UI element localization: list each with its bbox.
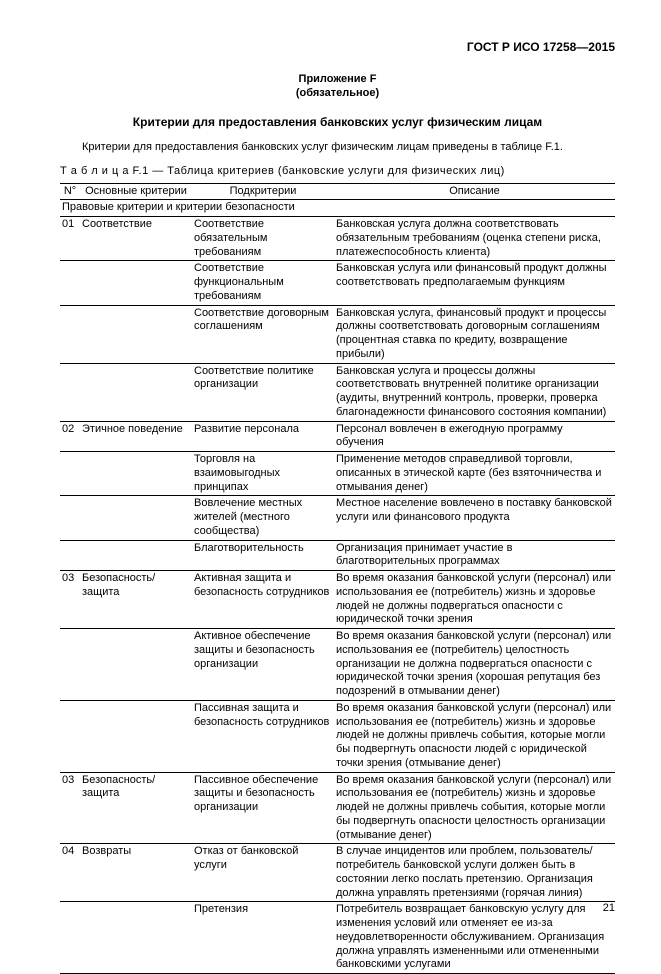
cell-desc: Банковская услуга, финансовый продукт и …	[334, 305, 615, 363]
cell-n	[60, 496, 80, 540]
cell-sub: Развитие персонала	[192, 421, 334, 452]
cell-main: Этичное поведение	[80, 421, 192, 452]
table-body: Правовые критерии и критерии безопасност…	[60, 200, 615, 974]
col-header-main: Основные критерии	[80, 183, 192, 200]
cell-n	[60, 261, 80, 305]
table-row: Соответствие функциональным требованиямБ…	[60, 261, 615, 305]
cell-sub: Соответствие обязательным требованиям	[192, 217, 334, 261]
cell-n	[60, 700, 80, 772]
cell-sub: Активная защита и безопасность сотрудник…	[192, 571, 334, 629]
cell-sub: Соответствие договорным соглашениям	[192, 305, 334, 363]
cell-desc: Во время оказания банковской услуги (пер…	[334, 772, 615, 844]
cell-desc: Банковская услуга или финансовый продукт…	[334, 261, 615, 305]
cell-desc: Местное население вовлечено в поставку б…	[334, 496, 615, 540]
criteria-table: N° Основные критерии Подкритерии Описани…	[60, 183, 615, 974]
cell-n	[60, 540, 80, 571]
cell-sub: Торговля на взаимовыгодных принципах	[192, 452, 334, 496]
cell-main	[80, 902, 192, 974]
cell-n	[60, 902, 80, 974]
page: ГОСТ Р ИСО 17258—2015 Приложение F (обяз…	[0, 0, 661, 936]
cell-main: Безопасность/защита	[80, 571, 192, 629]
cell-desc: В случае инцидентов или проблем, пользов…	[334, 844, 615, 902]
table-row: 02Этичное поведениеРазвитие персоналаПер…	[60, 421, 615, 452]
cell-main: Безопасность/защита	[80, 772, 192, 844]
cell-n	[60, 452, 80, 496]
cell-main	[80, 540, 192, 571]
cell-main	[80, 496, 192, 540]
cell-desc: Во время оказания банковской услуги (пер…	[334, 700, 615, 772]
cell-sub: Активное обеспечение защиты и безопаснос…	[192, 629, 334, 701]
cell-sub: Претензия	[192, 902, 334, 974]
table-caption: Т а б л и ц а F.1 — Таблица критериев (б…	[60, 165, 615, 177]
section-title: Правовые критерии и критерии безопасност…	[60, 200, 615, 217]
table-row: Активное обеспечение защиты и безопаснос…	[60, 629, 615, 701]
cell-n	[60, 363, 80, 421]
table-row: 04ВозвратыОтказ от банковской услугиВ сл…	[60, 844, 615, 902]
table-header-row: N° Основные критерии Подкритерии Описани…	[60, 183, 615, 200]
cell-desc: Во время оказания банковской услуги (пер…	[334, 629, 615, 701]
cell-sub: Соответствие политике организации	[192, 363, 334, 421]
cell-desc: Потребитель возвращает банковскую услугу…	[334, 902, 615, 974]
table-row: Вовлечение местных жителей (местного соо…	[60, 496, 615, 540]
cell-main	[80, 629, 192, 701]
cell-main	[80, 700, 192, 772]
cell-desc: Организация принимает участие в благотво…	[334, 540, 615, 571]
page-number: 21	[603, 902, 615, 914]
cell-main	[80, 363, 192, 421]
cell-sub: Благотворительность	[192, 540, 334, 571]
cell-n: 01	[60, 217, 80, 261]
document-id: ГОСТ Р ИСО 17258—2015	[60, 40, 615, 54]
table-row: Соответствие договорным соглашениямБанко…	[60, 305, 615, 363]
table-row: Пассивная защита и безопасность сотрудни…	[60, 700, 615, 772]
table-row: Торговля на взаимовыгодных принципахПрим…	[60, 452, 615, 496]
cell-main: Возвраты	[80, 844, 192, 902]
cell-sub: Пассивная защита и безопасность сотрудни…	[192, 700, 334, 772]
cell-desc: Банковская услуга и процессы должны соот…	[334, 363, 615, 421]
table-row: ПретензияПотребитель возвращает банковск…	[60, 902, 615, 974]
table-row: 03Безопасность/защитаАктивная защита и б…	[60, 571, 615, 629]
annex-line2: (обязательное)	[296, 87, 379, 99]
cell-sub: Вовлечение местных жителей (местного соо…	[192, 496, 334, 540]
cell-sub: Отказ от банковской услуги	[192, 844, 334, 902]
section-row: Правовые критерии и критерии безопасност…	[60, 200, 615, 217]
cell-main	[80, 305, 192, 363]
cell-n	[60, 629, 80, 701]
col-header-n: N°	[60, 183, 80, 200]
cell-main: Соответствие	[80, 217, 192, 261]
cell-desc: Банковская услуга должна соответствовать…	[334, 217, 615, 261]
cell-main	[80, 452, 192, 496]
annex-line1: Приложение F	[299, 73, 377, 85]
cell-n: 03	[60, 772, 80, 844]
cell-n: 02	[60, 421, 80, 452]
cell-sub: Пассивное обеспечение защиты и безопасно…	[192, 772, 334, 844]
annex-heading: Приложение F (обязательное)	[60, 72, 615, 101]
cell-main	[80, 261, 192, 305]
cell-n: 04	[60, 844, 80, 902]
table-row: Соответствие политике организацииБанковс…	[60, 363, 615, 421]
intro-paragraph: Критерии для предоставления банковских у…	[60, 141, 615, 153]
cell-desc: Применение методов справедливой торговли…	[334, 452, 615, 496]
cell-n	[60, 305, 80, 363]
table-row: 01СоответствиеСоответствие обязательным …	[60, 217, 615, 261]
cell-n: 03	[60, 571, 80, 629]
cell-desc: Во время оказания банковской услуги (пер…	[334, 571, 615, 629]
table-row: 03Безопасность/защитаПассивное обеспечен…	[60, 772, 615, 844]
col-header-desc: Описание	[334, 183, 615, 200]
col-header-sub: Подкритерии	[192, 183, 334, 200]
cell-desc: Персонал вовлечен в ежегодную программу …	[334, 421, 615, 452]
cell-sub: Соответствие функциональным требованиям	[192, 261, 334, 305]
table-row: БлаготворительностьОрганизация принимает…	[60, 540, 615, 571]
page-title: Критерии для предоставления банковских у…	[60, 115, 615, 129]
